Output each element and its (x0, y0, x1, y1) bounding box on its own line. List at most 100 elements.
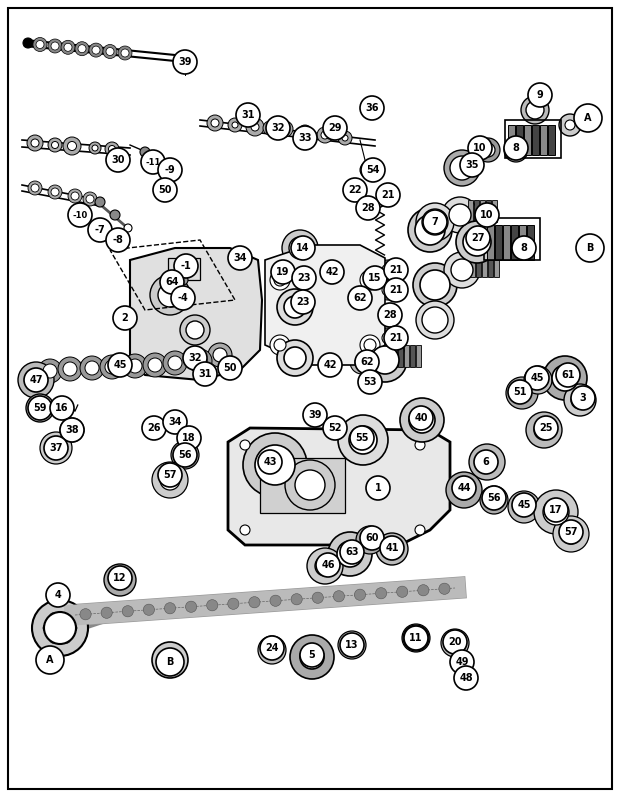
Circle shape (158, 158, 182, 182)
Circle shape (571, 391, 589, 409)
Text: 1: 1 (374, 483, 381, 493)
Circle shape (263, 453, 287, 477)
Circle shape (422, 307, 448, 333)
Circle shape (378, 185, 398, 205)
Text: 16: 16 (55, 403, 69, 413)
Circle shape (58, 357, 82, 381)
Text: 2: 2 (122, 313, 128, 323)
Circle shape (474, 450, 498, 474)
Bar (404, 345, 409, 367)
Circle shape (380, 536, 404, 560)
Circle shape (574, 104, 602, 132)
Circle shape (284, 347, 306, 369)
Circle shape (454, 666, 478, 690)
Circle shape (178, 275, 188, 285)
Text: 64: 64 (166, 277, 179, 287)
Text: 23: 23 (296, 297, 310, 307)
Circle shape (48, 138, 62, 152)
Bar (494, 255, 499, 277)
Bar (495, 225, 502, 260)
Circle shape (101, 607, 112, 618)
Text: 39: 39 (179, 57, 192, 67)
Circle shape (402, 624, 430, 652)
Circle shape (565, 528, 577, 540)
Circle shape (260, 636, 284, 660)
Circle shape (50, 396, 74, 420)
Circle shape (264, 464, 292, 492)
Circle shape (422, 209, 448, 235)
Circle shape (454, 480, 474, 500)
Circle shape (534, 416, 558, 440)
Circle shape (358, 370, 382, 394)
Bar (486, 200, 491, 222)
Circle shape (270, 270, 290, 290)
Circle shape (150, 275, 190, 315)
Text: 28: 28 (361, 203, 375, 213)
Circle shape (28, 181, 42, 195)
Circle shape (422, 222, 438, 238)
Circle shape (352, 182, 358, 188)
Circle shape (63, 137, 81, 155)
Circle shape (481, 143, 495, 157)
Bar (480, 200, 485, 222)
Circle shape (36, 41, 44, 49)
Circle shape (327, 130, 333, 136)
Text: 38: 38 (65, 425, 79, 435)
Text: 22: 22 (348, 185, 361, 195)
Circle shape (36, 41, 44, 49)
Circle shape (105, 142, 119, 156)
Circle shape (376, 183, 400, 207)
Text: 55: 55 (355, 433, 369, 443)
Circle shape (243, 433, 307, 497)
Circle shape (450, 156, 474, 180)
Bar (511, 225, 518, 260)
Circle shape (258, 636, 286, 664)
Text: 26: 26 (148, 423, 161, 433)
Circle shape (171, 286, 195, 310)
Circle shape (350, 426, 374, 450)
Circle shape (460, 153, 484, 177)
Text: A: A (46, 655, 54, 665)
Circle shape (508, 491, 540, 523)
Circle shape (292, 266, 316, 290)
Text: 57: 57 (163, 470, 177, 480)
Text: -11: -11 (145, 158, 161, 167)
Circle shape (521, 96, 549, 124)
Text: 54: 54 (366, 165, 379, 175)
Circle shape (413, 263, 457, 307)
Circle shape (456, 221, 498, 263)
Text: 56: 56 (179, 450, 192, 460)
Circle shape (78, 45, 86, 53)
Text: 14: 14 (296, 243, 310, 253)
Circle shape (530, 372, 546, 388)
Circle shape (450, 650, 474, 674)
Text: 43: 43 (264, 457, 277, 467)
Circle shape (355, 350, 379, 374)
Circle shape (291, 594, 303, 605)
Circle shape (140, 147, 150, 157)
Circle shape (173, 443, 197, 467)
Circle shape (340, 633, 364, 657)
Bar (548, 125, 555, 155)
Text: 40: 40 (414, 413, 428, 423)
Circle shape (408, 208, 452, 252)
Bar (484, 218, 540, 260)
Circle shape (47, 439, 65, 457)
Circle shape (360, 526, 384, 550)
Circle shape (177, 447, 193, 463)
Circle shape (466, 226, 490, 250)
Circle shape (378, 280, 398, 300)
Circle shape (128, 359, 142, 373)
Text: -7: -7 (95, 225, 105, 235)
Bar (488, 255, 493, 277)
Circle shape (160, 650, 180, 670)
Text: -4: -4 (177, 293, 188, 303)
Circle shape (108, 353, 132, 377)
Circle shape (163, 410, 187, 434)
Text: 61: 61 (561, 370, 575, 380)
Circle shape (315, 556, 335, 576)
Circle shape (576, 234, 604, 262)
Circle shape (409, 406, 433, 430)
Circle shape (482, 486, 506, 510)
Circle shape (384, 278, 408, 302)
